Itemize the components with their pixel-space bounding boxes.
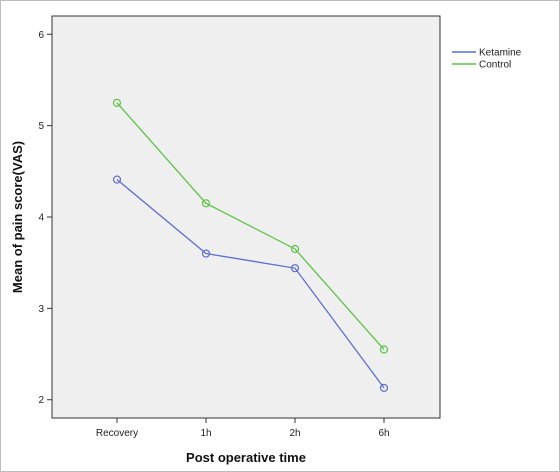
x-tick-label: 2h xyxy=(289,428,300,439)
y-tick-label: 3 xyxy=(38,304,44,315)
series-control xyxy=(112,98,389,354)
y-tick-label: 5 xyxy=(38,121,44,132)
x-tick-label: Recovery xyxy=(96,428,138,439)
y-axis: 2 3 4 5 6 xyxy=(38,30,52,406)
data-point-ketamine xyxy=(379,383,389,392)
data-point-control xyxy=(379,345,389,354)
x-tick-label: 6h xyxy=(378,428,389,439)
data-point-control xyxy=(290,244,300,254)
y-tick-label: 4 xyxy=(38,213,44,224)
y-axis-title: Mean of pain score(VAS) xyxy=(10,141,25,293)
x-axis-title: Post operative time xyxy=(186,450,306,465)
x-axis: Recovery 1h 2h 6h xyxy=(96,418,390,439)
data-point-ketamine xyxy=(112,175,122,184)
y-tick-label: 2 xyxy=(38,395,44,406)
series-line-control xyxy=(116,102,385,350)
data-point-ketamine xyxy=(201,249,211,258)
legend-label-control: Control xyxy=(479,60,511,71)
series-line-ketamine xyxy=(116,179,385,389)
plot-area xyxy=(51,15,441,419)
legend-label-ketamine: Ketamine xyxy=(479,48,522,59)
data-point-ketamine xyxy=(290,264,300,273)
y-tick-label: 6 xyxy=(38,30,44,41)
data-point-control xyxy=(201,199,211,208)
data-point-control xyxy=(112,98,122,107)
series-layer xyxy=(112,98,389,392)
x-tick-label: 1h xyxy=(200,428,211,439)
series-ketamine xyxy=(112,175,389,392)
